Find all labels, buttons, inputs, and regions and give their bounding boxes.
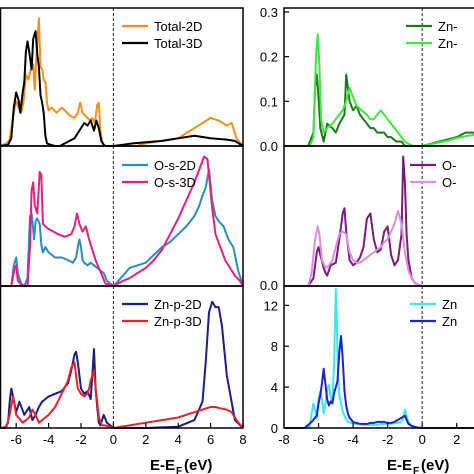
legend-label: O-s-3D bbox=[154, 175, 196, 190]
legend-label: Total-2D bbox=[154, 19, 202, 34]
legend-label: Zn bbox=[442, 297, 457, 312]
plot-frame bbox=[0, 7, 244, 147]
x-tick-label: 0 bbox=[110, 432, 117, 447]
series-line-2 bbox=[0, 30, 244, 147]
right-middle-panel: 0.0 O- O- bbox=[260, 145, 474, 293]
y-tick-label: 0.3 bbox=[260, 5, 278, 20]
left-bottom-panel: -6 -4 -2 0 2 4 6 8 Zn-p-2D Zn-p-3D bbox=[0, 285, 247, 447]
panels: Total-2D Total-3D O-s-2D O-s-3D -6 -4 -2 0 2 4 6 8 Z… bbox=[0, 5, 474, 447]
legend-label: Zn bbox=[442, 314, 457, 329]
x-tick-label: 2 bbox=[142, 432, 149, 447]
legend-label: Zn-p-2D bbox=[154, 297, 202, 312]
series-line-2 bbox=[0, 361, 244, 429]
legend-label: Zn- bbox=[438, 19, 458, 34]
legend-label: O- bbox=[442, 175, 456, 190]
series-line-1 bbox=[284, 155, 474, 287]
right-xlabel-main: E-E bbox=[387, 457, 412, 474]
x-tick-label: 8 bbox=[239, 432, 246, 447]
y-tick-label: 12 bbox=[264, 298, 278, 313]
legend: Zn-p-2D Zn-p-3D bbox=[122, 297, 202, 329]
plot-frame bbox=[0, 285, 244, 429]
legend: Zn- Zn- bbox=[406, 19, 458, 51]
left-xlabel-main: E-E bbox=[150, 457, 175, 474]
x-tick-label: 2 bbox=[453, 432, 460, 447]
y-tick-label: 0 bbox=[271, 421, 278, 436]
left-x-axis-title: E-E F (eV) bbox=[150, 457, 212, 474]
x-tick-label: -8 bbox=[278, 432, 290, 447]
x-tick-label: 0 bbox=[419, 432, 426, 447]
left-top-panel: Total-2D Total-3D bbox=[0, 7, 244, 147]
legend-label: Total-3D bbox=[154, 36, 202, 51]
x-tick-label: -2 bbox=[382, 432, 394, 447]
y-tick-label: 0.2 bbox=[260, 50, 278, 65]
series-line-2 bbox=[284, 209, 474, 287]
left-middle-panel: O-s-2D O-s-3D bbox=[0, 145, 244, 287]
x-tick-label: -6 bbox=[313, 432, 325, 447]
legend-label: Zn-p-3D bbox=[154, 314, 202, 329]
plot-frame bbox=[0, 145, 244, 287]
legend: O-s-2D O-s-3D bbox=[122, 158, 196, 190]
x-tick-label: -6 bbox=[10, 432, 22, 447]
y-tick-label: 4 bbox=[271, 380, 278, 395]
right-x-axis-title: E-E F (eV) bbox=[387, 457, 449, 474]
series-line-1 bbox=[0, 168, 244, 287]
x-tick-label: -4 bbox=[43, 432, 55, 447]
x-tick-label: 6 bbox=[207, 432, 214, 447]
x-tick-label: -4 bbox=[347, 432, 359, 447]
series-line-2 bbox=[284, 33, 474, 147]
legend: Zn Zn bbox=[410, 297, 457, 329]
right-xlabel-unit: (eV) bbox=[421, 457, 449, 474]
x-tick-label: -2 bbox=[75, 432, 87, 447]
left-xlabel-unit: (eV) bbox=[184, 457, 212, 474]
left-xlabel-sub: F bbox=[176, 466, 182, 474]
series-line-2 bbox=[0, 155, 244, 287]
right-bottom-panel: 0 4 8 12 -8 -6 -4 -2 0 2 Zn Zn bbox=[264, 285, 474, 447]
y-tick-label: 0.0 bbox=[260, 139, 278, 154]
series-line-1 bbox=[284, 288, 474, 429]
y-tick-label: 0.0 bbox=[260, 278, 278, 293]
right-top-panel: 0.0 0.1 0.2 0.3 Zn- Zn- bbox=[260, 5, 474, 154]
legend-label: O- bbox=[442, 158, 456, 173]
y-tick-label: 0.1 bbox=[260, 94, 278, 109]
legend-label: Zn- bbox=[438, 36, 458, 51]
legend-label: O-s-2D bbox=[154, 158, 196, 173]
legend: O- O- bbox=[410, 158, 456, 190]
plot-frame bbox=[283, 285, 474, 429]
right-xlabel-sub: F bbox=[413, 466, 419, 474]
series-line-2 bbox=[284, 335, 474, 429]
legend: Total-2D Total-3D bbox=[122, 19, 202, 51]
x-tick-label: 4 bbox=[175, 432, 182, 447]
series-line-1 bbox=[0, 300, 244, 429]
y-tick-label: 8 bbox=[271, 339, 278, 354]
